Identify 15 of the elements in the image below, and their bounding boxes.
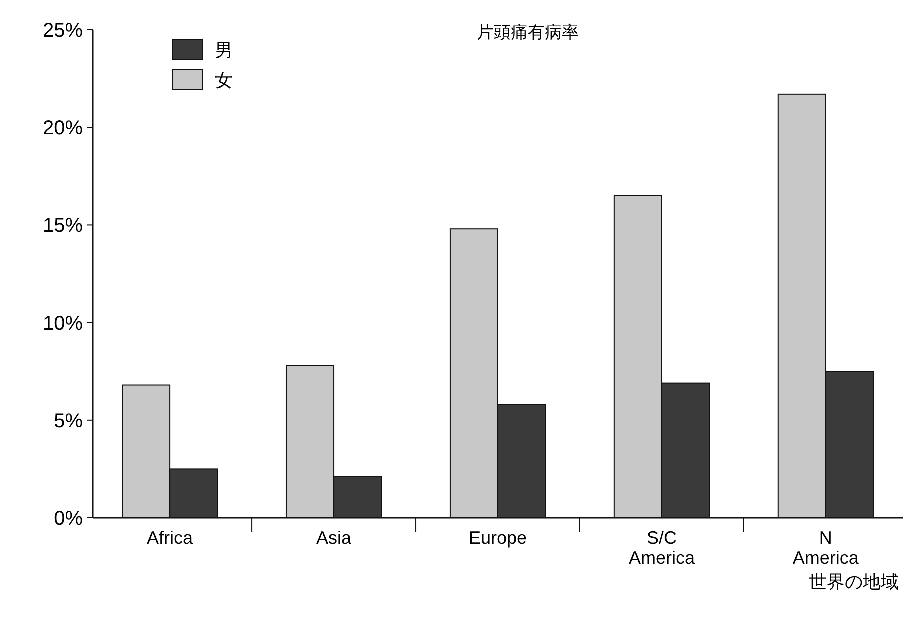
x-axis-title: 世界の地域 xyxy=(809,572,899,592)
y-tick-label: 10% xyxy=(42,312,84,335)
y-tick-label: 15% xyxy=(42,215,84,238)
x-tick-label: Asia xyxy=(316,528,353,548)
y-tick-label: 0% xyxy=(54,508,84,530)
y-tick-label: 20% xyxy=(42,118,84,140)
y-tick-label: 5% xyxy=(54,410,84,432)
legend-label: 男 xyxy=(215,40,233,60)
x-tick-label: Europe xyxy=(468,528,528,548)
x-tick-label: S/C America xyxy=(628,528,696,568)
x-tick-label: Africa xyxy=(147,528,194,548)
y-tick-label: 25% xyxy=(42,20,84,42)
x-tick-label: N America xyxy=(792,528,860,568)
legend-label: 女 xyxy=(215,70,233,90)
chart-title: 片頭痛有病率 xyxy=(477,23,579,42)
